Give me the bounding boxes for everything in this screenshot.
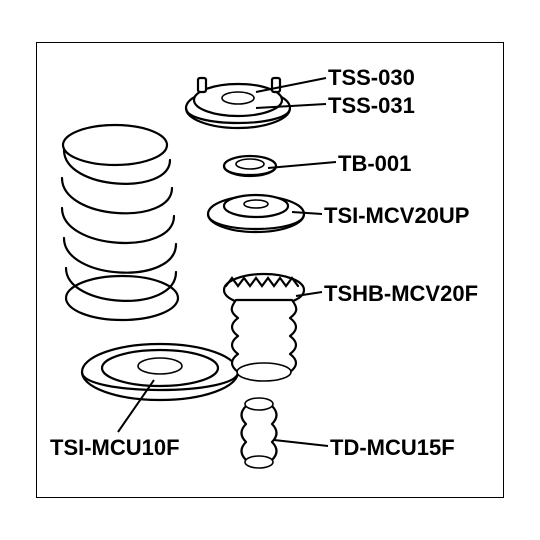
bump-stop (242, 398, 277, 468)
label-tsi-mcu10f: TSI-MCU10F (50, 436, 180, 460)
dust-boot (224, 274, 304, 381)
label-tb-001: TB-001 (338, 152, 411, 176)
diagram-canvas: TSS-030 TSS-031 TB-001 TSI-MCV20UP TSHB-… (0, 0, 540, 540)
label-td-mcu15f: TD-MCU15F (330, 436, 455, 460)
spring-seat-lower (82, 344, 238, 400)
bearing (224, 156, 276, 176)
label-tshb-mcv20f: TSHB-MCV20F (324, 282, 478, 306)
strut-mount (186, 78, 290, 128)
label-tsi-mcv20up: TSI-MCV20UP (324, 204, 469, 228)
label-tss-031: TSS-031 (328, 94, 415, 118)
coil-spring (62, 125, 178, 320)
label-tss-030: TSS-030 (328, 66, 415, 90)
spring-seat-upper (208, 195, 304, 232)
